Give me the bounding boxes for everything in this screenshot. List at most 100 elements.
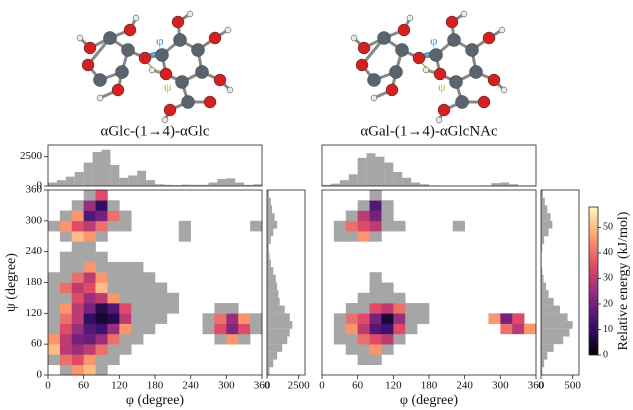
x-axis-label: φ (degree): [400, 393, 459, 408]
atom: [227, 87, 233, 93]
y-tick-label: 120: [26, 307, 43, 319]
energy-cell: [358, 211, 370, 222]
energy-cell: [84, 221, 96, 232]
atom: [438, 104, 450, 116]
energy-cell: [346, 324, 358, 335]
energy-cell: [167, 303, 179, 314]
energy-cell: [72, 293, 84, 304]
energy-cell: [84, 293, 96, 304]
atom: [407, 15, 413, 21]
colorbar-tick-label: 50: [603, 222, 613, 233]
atom: [160, 68, 172, 80]
energy-cell: [500, 324, 512, 335]
histogram-bar: [376, 157, 385, 186]
histogram-bar: [541, 313, 568, 321]
energy-cell: [60, 303, 72, 314]
energy-cell: [155, 303, 167, 314]
histogram-bar: [267, 298, 280, 306]
phi-label: φ: [430, 33, 438, 48]
atom: [104, 32, 117, 45]
energy-cell: [405, 303, 417, 314]
energy-cell: [370, 293, 382, 304]
energy-cell: [72, 241, 84, 252]
energy-cell: [107, 262, 119, 273]
atom: [446, 16, 458, 28]
x-tick-label: 2500: [288, 380, 311, 392]
histogram-bar: [267, 321, 292, 329]
histogram-bar: [110, 165, 119, 186]
energy-cell: [131, 334, 143, 345]
energy-cell: [226, 313, 238, 324]
energy-cell: [167, 293, 179, 304]
energy-cell: [48, 221, 60, 232]
energy-cell: [512, 324, 524, 335]
histogram-bar: [267, 329, 290, 337]
energy-cell: [96, 221, 108, 232]
energy-cell: [60, 324, 72, 335]
energy-cell: [346, 344, 358, 355]
energy-cell: [107, 354, 119, 365]
energy-cell: [334, 334, 346, 345]
energy-cell: [72, 334, 84, 345]
histogram-bar: [541, 329, 570, 337]
colorbar-tick-label: 0: [603, 349, 608, 360]
energy-cell: [143, 293, 155, 304]
energy-cell: [370, 324, 382, 335]
energy-cell: [72, 200, 84, 211]
energy-cell: [358, 303, 370, 314]
energy-cell: [60, 334, 72, 345]
atom: [423, 67, 429, 73]
y-tick-label: 180: [26, 276, 43, 288]
energy-cell: [48, 272, 60, 283]
energy-cell: [84, 313, 96, 324]
histogram-bar: [267, 236, 271, 244]
histogram-bar: [267, 352, 277, 360]
energy-cell: [131, 324, 143, 335]
energy-cell: [72, 272, 84, 283]
energy-cell: [60, 344, 72, 355]
atom: [501, 87, 507, 93]
atom: [390, 66, 403, 79]
energy-cell: [72, 252, 84, 263]
atom: [214, 74, 226, 86]
energy-cell: [107, 293, 119, 304]
energy-cell: [107, 324, 119, 335]
energy-cell: [393, 303, 405, 314]
energy-cell: [381, 334, 393, 345]
colorbar: [589, 207, 598, 355]
atom: [192, 44, 205, 57]
histogram-bar: [209, 182, 218, 186]
energy-cell: [334, 221, 346, 232]
energy-cell: [96, 200, 108, 211]
histogram-bar: [411, 182, 420, 186]
energy-cell: [84, 200, 96, 211]
colorbar-tick-label: 30: [603, 273, 613, 284]
energy-cell: [48, 344, 60, 355]
energy-cell: [453, 221, 465, 232]
atom: [378, 32, 391, 45]
histogram-bar: [75, 172, 84, 186]
energy-cell: [84, 211, 96, 222]
energy-cell: [96, 211, 108, 222]
atom: [196, 66, 209, 79]
energy-cell: [393, 334, 405, 345]
atom: [139, 52, 151, 64]
energy-cell: [72, 211, 84, 222]
histogram-bar: [541, 290, 549, 298]
atom: [225, 27, 231, 33]
energy-cell: [370, 190, 382, 201]
energy-cell: [119, 221, 131, 232]
energy-cell: [84, 324, 96, 335]
energy-cell: [96, 344, 108, 355]
atom: [82, 59, 94, 71]
x-tick-label: 60: [352, 380, 364, 392]
histogram-bar: [541, 306, 560, 314]
histogram-bar: [267, 275, 276, 283]
energy-cell: [358, 344, 370, 355]
energy-cell: [84, 283, 96, 294]
atom: [371, 95, 377, 101]
histogram-bar: [146, 180, 155, 186]
atom: [116, 66, 129, 79]
energy-cell: [381, 313, 393, 324]
energy-cell: [60, 211, 72, 222]
